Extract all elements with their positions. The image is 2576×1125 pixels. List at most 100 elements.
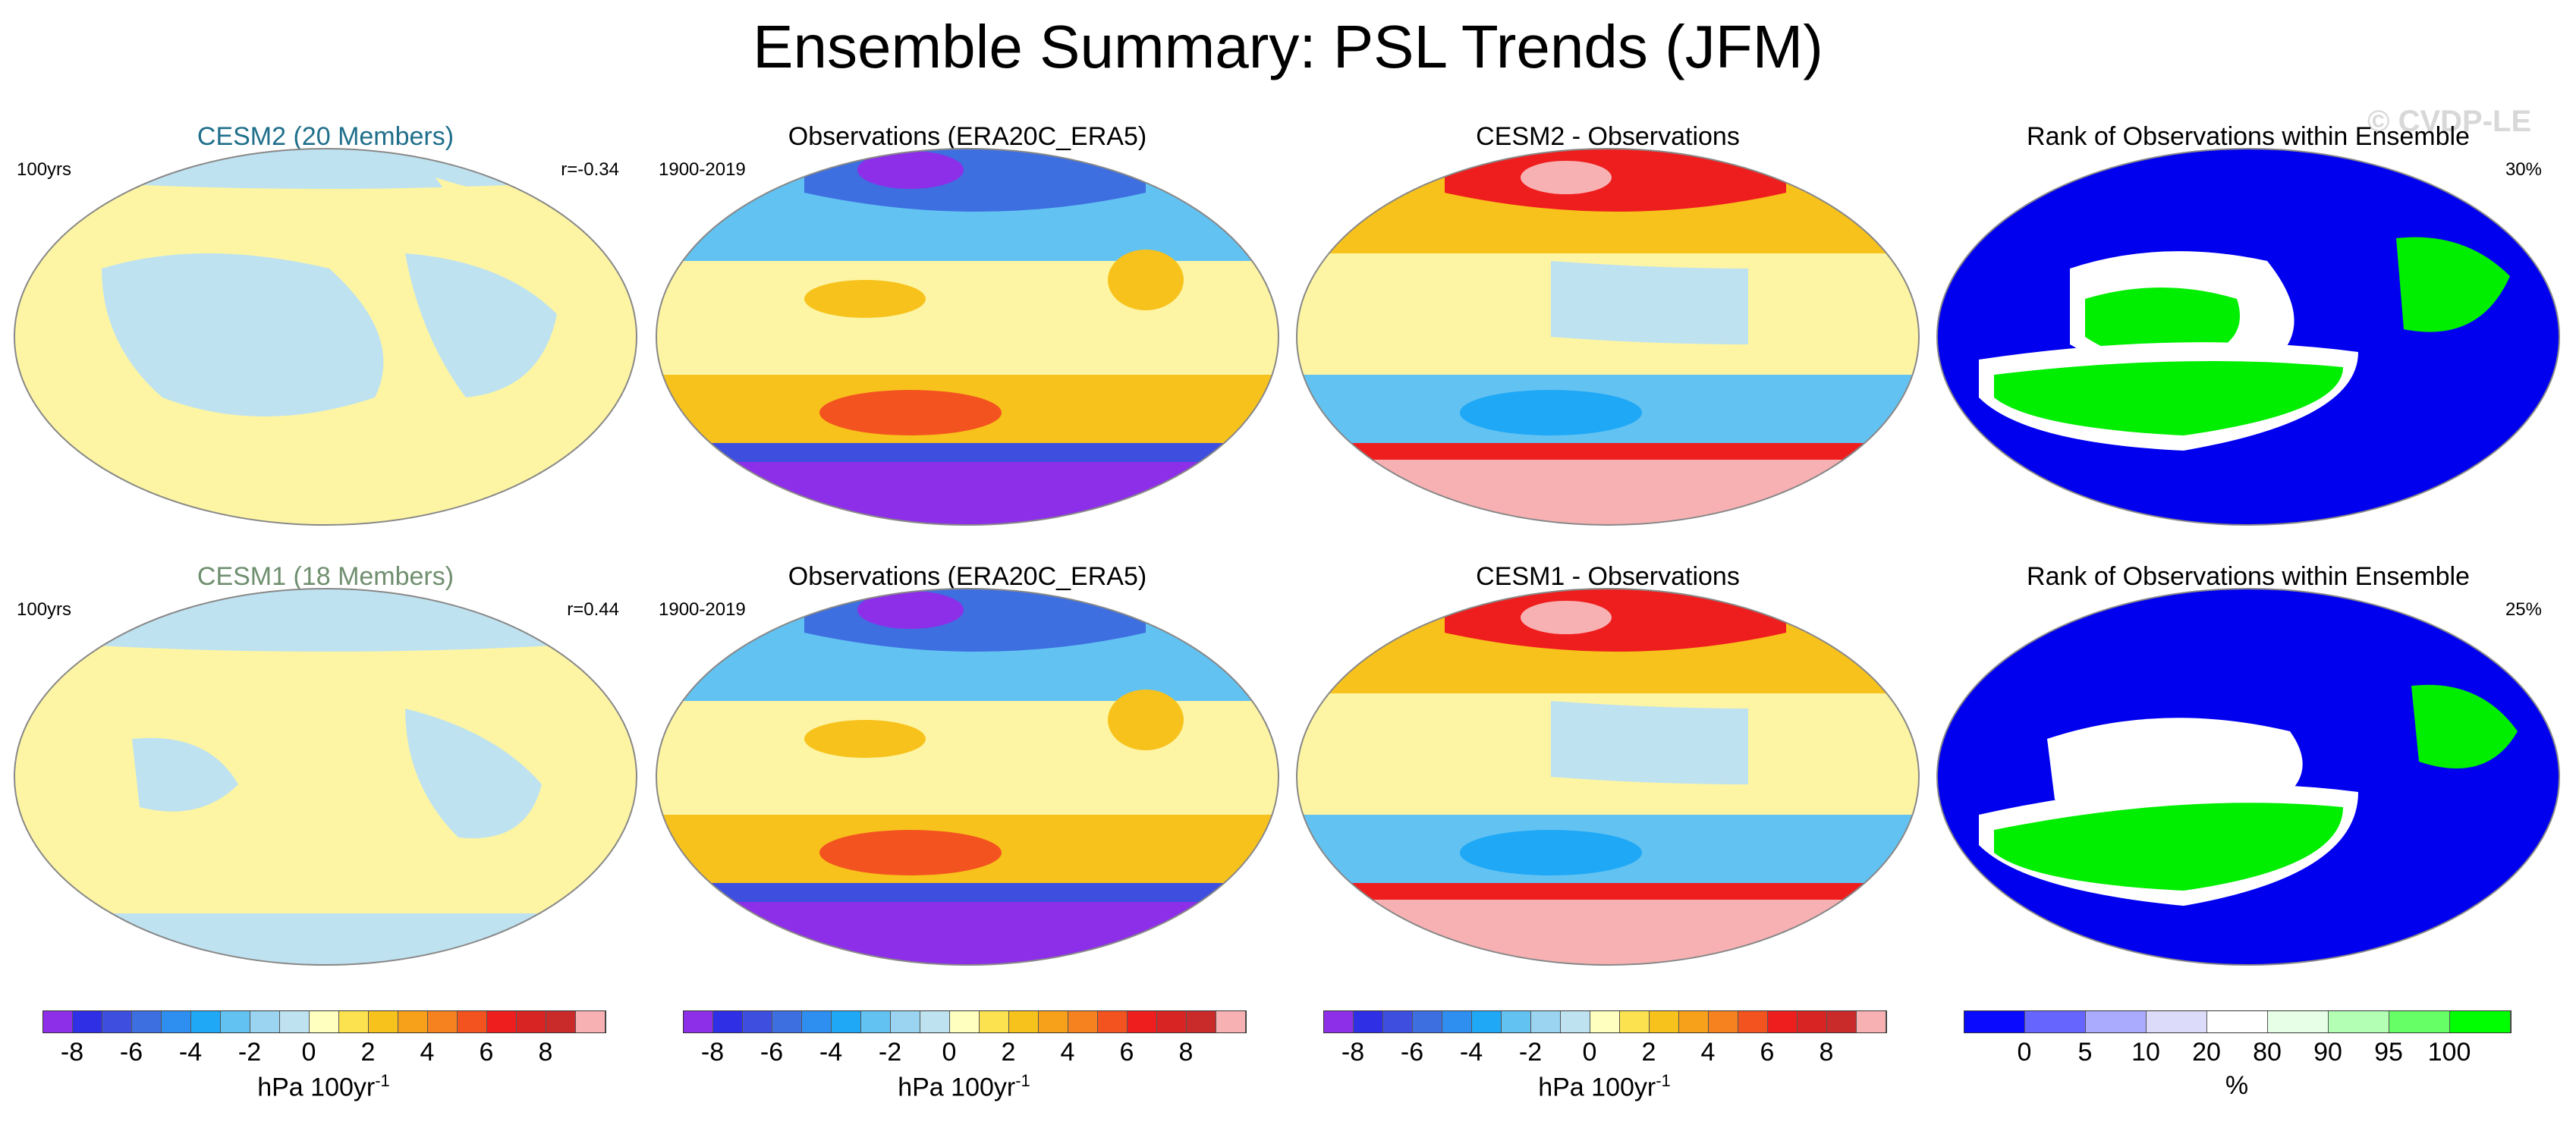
- colorbar-unit-label: hPa 100yr-1: [1538, 1071, 1671, 1102]
- colorbar-box: [398, 1011, 428, 1032]
- panel-title: Rank of Observations within Ensemble: [2027, 562, 2470, 591]
- colorbar-box: [310, 1011, 339, 1032]
- colorbar-box: [891, 1011, 920, 1032]
- colorbar-box: [102, 1011, 132, 1032]
- colorbar-box: [1128, 1011, 1157, 1032]
- colorbar-box: [250, 1011, 280, 1032]
- colorbar-boxes: [1964, 1010, 2512, 1033]
- colorbar-box: [2086, 1011, 2147, 1032]
- colorbar-box: [576, 1011, 605, 1032]
- colorbar-box: [1413, 1011, 1442, 1032]
- panel-title: CESM2 (20 Members): [197, 122, 454, 151]
- colorbar-box: [546, 1011, 576, 1032]
- colorbar-box: [1068, 1011, 1098, 1032]
- colorbar-box: [1216, 1011, 1246, 1032]
- colorbar-tick-label: 90: [2313, 1038, 2342, 1067]
- colorbar-box: [713, 1011, 743, 1032]
- colorbar-box: [1472, 1011, 1502, 1032]
- colorbar-box: [684, 1011, 713, 1032]
- colorbar-tick-label: 4: [1700, 1038, 1716, 1067]
- colorbar-box: [1561, 1011, 1590, 1032]
- colorbar-box: [1187, 1011, 1216, 1032]
- colorbar-box: [1827, 1011, 1857, 1032]
- colorbar-box: [221, 1011, 250, 1032]
- colorbar-box: [162, 1011, 191, 1032]
- colorbar-box: [2025, 1011, 2086, 1032]
- main-title: Ensemble Summary: PSL Trends (JFM): [753, 13, 1823, 80]
- colorbar-box: [1039, 1011, 1068, 1032]
- colorbar-tick-label: 6: [1119, 1038, 1134, 1067]
- colorbar-tick-label: -4: [1459, 1038, 1483, 1067]
- colorbar-box: [43, 1011, 73, 1032]
- panel-obs-row2: Observations (ERA20C_ERA5) 1900-2019: [653, 561, 1282, 1001]
- panel-model-row1: CESM2 (20 Members) 100yrs r=-0.34: [11, 121, 640, 561]
- colorbar-boxes: [42, 1010, 606, 1033]
- colorbar-psl-2: -8 -6 -4 -2 0 2 4 6 8 hPa 100yr-1: [683, 1010, 1260, 1117]
- colorbar-box: [1679, 1011, 1709, 1032]
- colorbar-psl-3: -8 -6 -4 -2 0 2 4 6 8 hPa 100yr-1: [1323, 1010, 1900, 1117]
- colorbar-box: [1768, 1011, 1798, 1032]
- colorbar-tick-label: 80: [2253, 1038, 2282, 1067]
- panel-model-row2: CESM1 (18 Members) 100yrs r=0.44: [11, 561, 640, 1001]
- globe-map: [14, 148, 637, 526]
- colorbar-box: [458, 1011, 487, 1032]
- globe-map: [1296, 588, 1920, 966]
- rank-percent-label: 25%: [2505, 599, 2542, 620]
- colorbar-box: [369, 1011, 398, 1032]
- panel-title: Observations (ERA20C_ERA5): [788, 562, 1147, 591]
- colorbar-box: [1157, 1011, 1187, 1032]
- period-label: 1900-2019: [659, 599, 746, 620]
- colorbar-box: [2389, 1011, 2450, 1032]
- watermark: © CVDP-LE: [2367, 105, 2532, 138]
- panel-title: CESM2 - Observations: [1476, 122, 1740, 151]
- colorbar-tick-label: 8: [538, 1038, 553, 1067]
- colorbar-tick-label: -4: [819, 1038, 843, 1067]
- colorbar-box: [1502, 1011, 1531, 1032]
- colorbar-tick-label: 100: [2427, 1038, 2471, 1067]
- colorbar-box: [1798, 1011, 1827, 1032]
- colorbar-box: [743, 1011, 772, 1032]
- colorbar-box: [832, 1011, 861, 1032]
- panel-title: Rank of Observations within Ensemble: [2027, 122, 2470, 151]
- colorbar-box: [1620, 1011, 1650, 1032]
- colorbar-tick-label: -6: [119, 1038, 143, 1067]
- colorbar-box: [1650, 1011, 1679, 1032]
- colorbar-box: [802, 1011, 832, 1032]
- colorbar-tick-label: 10: [2131, 1038, 2160, 1067]
- colorbar-tick-label: -8: [700, 1038, 725, 1067]
- colorbar-tick-label: 20: [2192, 1038, 2221, 1067]
- colorbar-box: [1531, 1011, 1561, 1032]
- colorbar-tick-label: 95: [2374, 1038, 2403, 1067]
- panel-obs-row1: Observations (ERA20C_ERA5) 1900-2019: [653, 121, 1282, 561]
- colorbar-box: [1738, 1011, 1768, 1032]
- colorbar-box: [517, 1011, 546, 1032]
- colorbar-box: [1857, 1011, 1886, 1032]
- colorbar-tick-label: -2: [1518, 1038, 1543, 1067]
- colorbar-tick-label: 0: [1582, 1038, 1597, 1067]
- colorbar-box: [920, 1011, 950, 1032]
- colorbar-tick-label: 4: [420, 1038, 435, 1067]
- panel-title: CESM1 (18 Members): [197, 562, 454, 591]
- colorbar-tick-label: 2: [360, 1038, 376, 1067]
- colorbar-box: [1964, 1011, 2025, 1032]
- globe-map: [1296, 148, 1920, 526]
- colorbar-tick-label: 0: [942, 1038, 957, 1067]
- colorbar-tick-label: 2: [1001, 1038, 1016, 1067]
- colorbar-box: [861, 1011, 891, 1032]
- correlation-label: r=-0.34: [561, 159, 619, 180]
- colorbar-box: [191, 1011, 221, 1032]
- colorbar-box: [1709, 1011, 1738, 1032]
- colorbar-tick-label: 8: [1819, 1038, 1834, 1067]
- panel-rank-row2: Rank of Observations within Ensemble 25%: [1933, 561, 2563, 1001]
- colorbar-box: [2207, 1011, 2268, 1032]
- colorbar-tick-label: 0: [301, 1038, 316, 1067]
- panel-title: CESM1 - Observations: [1476, 562, 1740, 591]
- colorbar-tick-label: 2: [1641, 1038, 1656, 1067]
- period-label: 100yrs: [17, 599, 72, 620]
- colorbar-box: [1009, 1011, 1039, 1032]
- colorbar-box: [132, 1011, 162, 1032]
- colorbar-box: [280, 1011, 310, 1032]
- colorbar-box: [428, 1011, 458, 1032]
- colorbar-tick-label: 5: [2077, 1038, 2093, 1067]
- colorbar-box: [339, 1011, 369, 1032]
